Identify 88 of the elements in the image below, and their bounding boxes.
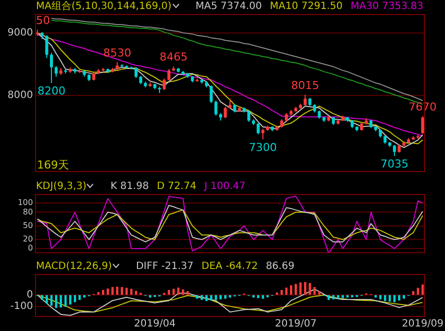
bar [83,295,86,298]
text: DEA -64.72 [202,261,258,272]
bar [379,295,382,300]
bar [40,295,44,300]
text: MA30 7353.83 [350,1,424,12]
bar [78,295,81,300]
candlestick [54,66,58,78]
bar [422,284,424,295]
annotation: 169天 [37,158,69,172]
candlestick [224,106,227,119]
candlestick [228,98,232,110]
y-tick-label: 9000 [8,27,33,38]
bar [200,295,203,300]
bar [318,291,320,295]
legend-title: KDJ(9,3,3) [36,181,86,192]
bar [398,295,400,300]
bar [69,295,72,305]
y-tick-label: 0 [26,290,33,301]
candlestick [247,110,250,122]
x-tick-label: 2019/07 [275,318,317,330]
annotation: 50 [36,14,50,28]
bar [219,295,222,300]
candlestick [214,100,218,116]
text: MA10 7291.50 [270,1,343,12]
bar [228,295,232,298]
bar [214,295,218,300]
bar [402,295,405,299]
bar [308,282,312,295]
legend-title: MA组合(5,10,30,144,169,0) [36,1,172,12]
y-tick-label: 50 [22,220,33,230]
y-tick-label: 0 [28,244,33,253]
bar [346,295,349,298]
annotation: 8200 [37,84,66,98]
x-tick-label: 2019/09 [402,318,444,330]
bar [60,295,62,308]
y-tick-label: 100 [18,198,33,208]
bar [64,295,67,307]
bar [116,286,118,295]
bar [257,295,260,298]
candlestick [210,84,213,104]
bar [55,295,58,308]
candlestick [50,52,53,84]
y-tick-label: 20 [22,234,33,244]
x-tick-label: 2019/04 [134,318,176,330]
candlestick [256,122,260,135]
bar [252,295,255,298]
candlestick [167,68,170,81]
candlestick [421,116,424,134]
bar [388,295,391,302]
bar [130,288,132,295]
legend-title: MACD(12,26,9) [36,261,112,272]
bar [332,295,335,300]
y-tick-label: 8000 [8,90,33,102]
bar [374,295,377,298]
bar [304,282,306,295]
candlestick [45,34,48,58]
bar [328,295,330,300]
bar [177,288,180,295]
annotation: 8465 [160,50,188,64]
legend-label: K 81.98 [110,181,149,192]
candlestick [304,94,307,106]
text: 86.69 [266,261,294,272]
y-tick-label: -100 [10,301,33,312]
candlestick [162,78,166,90]
legend-label: MA5 7374.00 [196,1,262,12]
candlestick [261,128,264,140]
bar [125,288,128,295]
annotation: 7035 [380,157,408,170]
bar [46,295,48,304]
bar [106,288,109,295]
candlestick [392,144,396,157]
bar [294,284,297,295]
bar [412,291,414,295]
annotation: 7670 [408,100,437,114]
bar [224,295,226,299]
bar [342,295,344,298]
annotation: 8530 [103,46,132,60]
bar [148,295,152,298]
bar [186,291,189,295]
legend-label: DIFF -21.37 [136,261,194,272]
text: D 72.74 [156,181,196,192]
annotation: 8015 [291,78,320,92]
bar [280,290,283,295]
bar [210,295,212,300]
annotation: 7300 [248,140,277,154]
text: J 100.47 [204,181,246,192]
y-tick-label: 80 [22,207,33,216]
bar [102,290,104,295]
